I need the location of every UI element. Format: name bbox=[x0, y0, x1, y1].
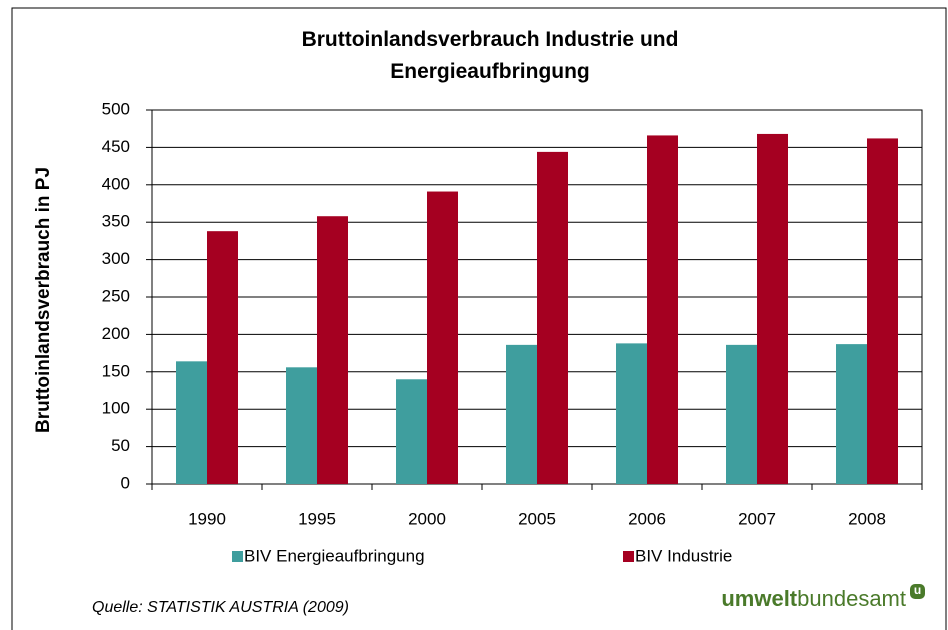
bar bbox=[207, 231, 238, 484]
legend-label: BIV Industrie bbox=[635, 546, 732, 565]
legend-swatch bbox=[623, 551, 634, 562]
bar bbox=[396, 379, 427, 484]
y-tick-label: 50 bbox=[111, 436, 130, 455]
y-tick-label: 250 bbox=[102, 286, 130, 305]
y-axis-label: Bruttoinlandsverbrauch in PJ bbox=[33, 167, 54, 433]
bar bbox=[757, 133, 788, 484]
x-tick-label: 2007 bbox=[738, 509, 776, 528]
bar bbox=[286, 367, 317, 484]
source: Quelle: STATISTIK AUSTRIA (2009) bbox=[92, 599, 349, 616]
y-tick-label: 150 bbox=[102, 361, 130, 380]
logo-bold: umwelt bbox=[721, 586, 797, 611]
bar bbox=[427, 191, 458, 485]
chart-title: Bruttoinlandsverbrauch Industrie und Ene… bbox=[301, 28, 679, 83]
logo-badge: u bbox=[914, 583, 921, 597]
x-tick-label: 2008 bbox=[848, 509, 886, 528]
x-tick-label: 2000 bbox=[408, 509, 446, 528]
y-tick-label: 200 bbox=[102, 324, 130, 343]
x-tick-label: 2006 bbox=[628, 509, 666, 528]
bar bbox=[647, 135, 678, 484]
y-tick-label: 450 bbox=[102, 137, 130, 156]
bar bbox=[867, 138, 898, 484]
y-tick-label: 400 bbox=[102, 174, 130, 193]
y-tick-label: 300 bbox=[102, 249, 130, 268]
y-tick-label: 350 bbox=[102, 212, 130, 231]
bar bbox=[616, 343, 647, 484]
y-tick-label: 0 bbox=[121, 473, 130, 492]
x-tick-label: 1990 bbox=[188, 509, 226, 528]
bar bbox=[317, 216, 348, 484]
legend-label: BIV Energieaufbringung bbox=[244, 546, 425, 565]
x-tick-label: 2005 bbox=[518, 509, 556, 528]
y-tick-label: 100 bbox=[102, 399, 130, 418]
bar bbox=[836, 344, 867, 484]
bar bbox=[176, 361, 207, 484]
legend-swatch bbox=[232, 551, 243, 562]
bar bbox=[726, 344, 757, 484]
y-tick-label: 500 bbox=[102, 99, 130, 118]
frame bbox=[11, 7, 947, 630]
logo-badge-bg bbox=[910, 584, 925, 599]
bar bbox=[537, 151, 568, 484]
x-tick-label: 1995 bbox=[298, 509, 336, 528]
logo: umweltbundesamt bbox=[721, 586, 906, 611]
bar bbox=[506, 344, 537, 484]
logo-regular: bundesamt bbox=[797, 586, 906, 611]
